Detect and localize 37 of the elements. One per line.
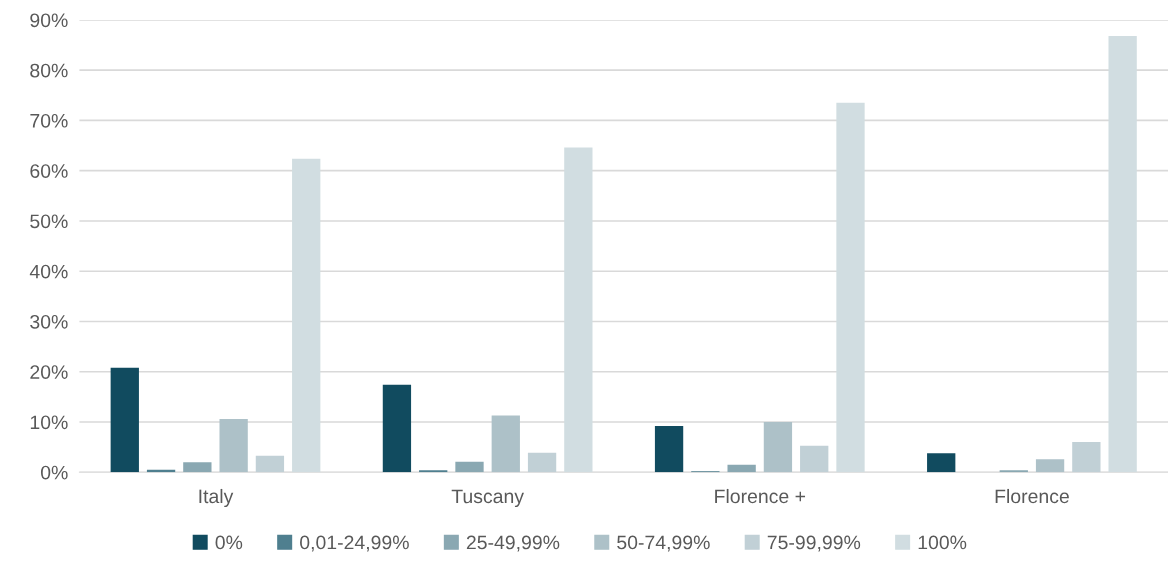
legend-label: 0,01-24,99% bbox=[300, 535, 409, 552]
y-tick-label: 10% bbox=[30, 415, 68, 430]
bar bbox=[419, 470, 448, 473]
x-tick-label: Tuscany bbox=[451, 489, 524, 508]
x-tick-label: Italy bbox=[199, 488, 234, 508]
y-tick-label: 90% bbox=[30, 13, 68, 28]
bar bbox=[527, 452, 557, 473]
bar bbox=[491, 415, 520, 473]
y-tick-label: 80% bbox=[30, 63, 68, 78]
bar bbox=[382, 384, 412, 473]
bar bbox=[763, 422, 793, 473]
y-tick-label: 50% bbox=[30, 214, 68, 229]
bar bbox=[183, 462, 212, 473]
bar bbox=[219, 418, 248, 473]
legend-label: 25-49,99% bbox=[466, 535, 560, 552]
legend-label: 50-74,99% bbox=[617, 535, 710, 552]
y-tick-label: 60% bbox=[30, 164, 68, 178]
x-tick-label: Florence + bbox=[715, 488, 806, 504]
y-tick-label: 30% bbox=[30, 314, 68, 329]
bar bbox=[455, 461, 484, 473]
legend-label: 100% bbox=[918, 535, 967, 550]
y-tick-label: 70% bbox=[30, 113, 68, 128]
bar bbox=[1072, 442, 1101, 473]
legend-label: 75-99,99% bbox=[767, 535, 861, 552]
y-tick-label: 20% bbox=[30, 365, 68, 379]
bar bbox=[110, 367, 139, 473]
bar bbox=[255, 455, 285, 473]
y-tick-label: 40% bbox=[29, 264, 68, 279]
bar bbox=[727, 464, 756, 473]
y-tick-label: 0% bbox=[40, 465, 68, 480]
bar bbox=[654, 426, 684, 473]
bar bbox=[1035, 459, 1065, 473]
legend-label: 0% bbox=[215, 535, 243, 550]
bar bbox=[999, 470, 1028, 473]
bar bbox=[927, 453, 956, 473]
x-tick-label: Florence bbox=[995, 488, 1069, 504]
bar bbox=[800, 445, 829, 473]
